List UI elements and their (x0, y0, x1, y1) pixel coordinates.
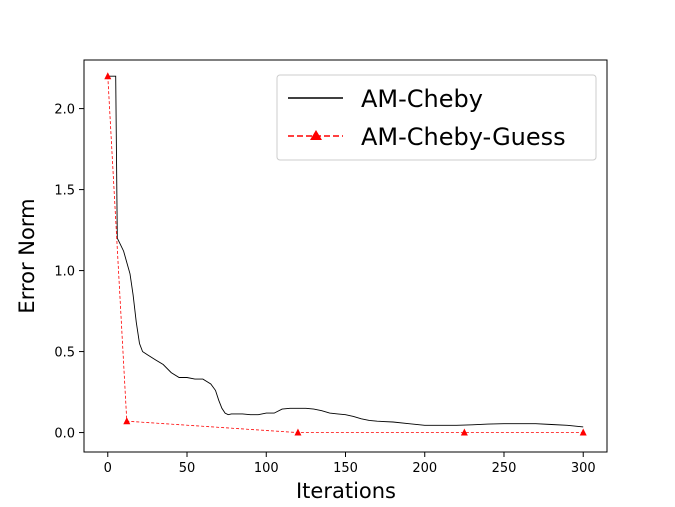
data-point-marker (460, 428, 468, 436)
x-tick-label: 100 (254, 461, 279, 476)
y-axis-label: Error Norm (15, 198, 39, 313)
legend-marker-am-cheby-guess (310, 130, 322, 140)
series-line-am-cheby (107, 75, 584, 428)
data-point-marker (104, 72, 112, 80)
x-tick-label: 150 (333, 461, 358, 476)
x-tick-label: 300 (571, 461, 596, 476)
y-tick-label: 0.5 (54, 346, 75, 361)
legend-label-am-cheby-guess: AM-Cheby-Guess (361, 123, 566, 151)
y-tick-label: 0.0 (54, 427, 75, 442)
x-tick-label: 50 (179, 461, 196, 476)
y-tick-label: 2.0 (54, 103, 75, 118)
y-tick-label: 1.5 (54, 184, 75, 199)
data-point-marker (294, 428, 302, 436)
data-point-marker (579, 428, 587, 436)
x-tick-label: 200 (412, 461, 437, 476)
x-tick-label: 250 (492, 461, 517, 476)
legend-label-am-cheby: AM-Cheby (361, 85, 483, 113)
legend: AM-Cheby AM-Cheby-Guess (276, 74, 597, 161)
x-axis-label: Iterations (296, 479, 396, 503)
y-tick-label: 1.0 (54, 265, 75, 280)
data-point-marker (123, 417, 131, 425)
x-tick-label: 0 (104, 461, 112, 476)
x-axis: 0 50 100 150 200 250 300 (104, 452, 596, 476)
plot-lines (104, 72, 587, 436)
legend-box (276, 74, 597, 161)
y-axis: 0.0 0.5 1.0 1.5 2.0 (54, 103, 84, 442)
